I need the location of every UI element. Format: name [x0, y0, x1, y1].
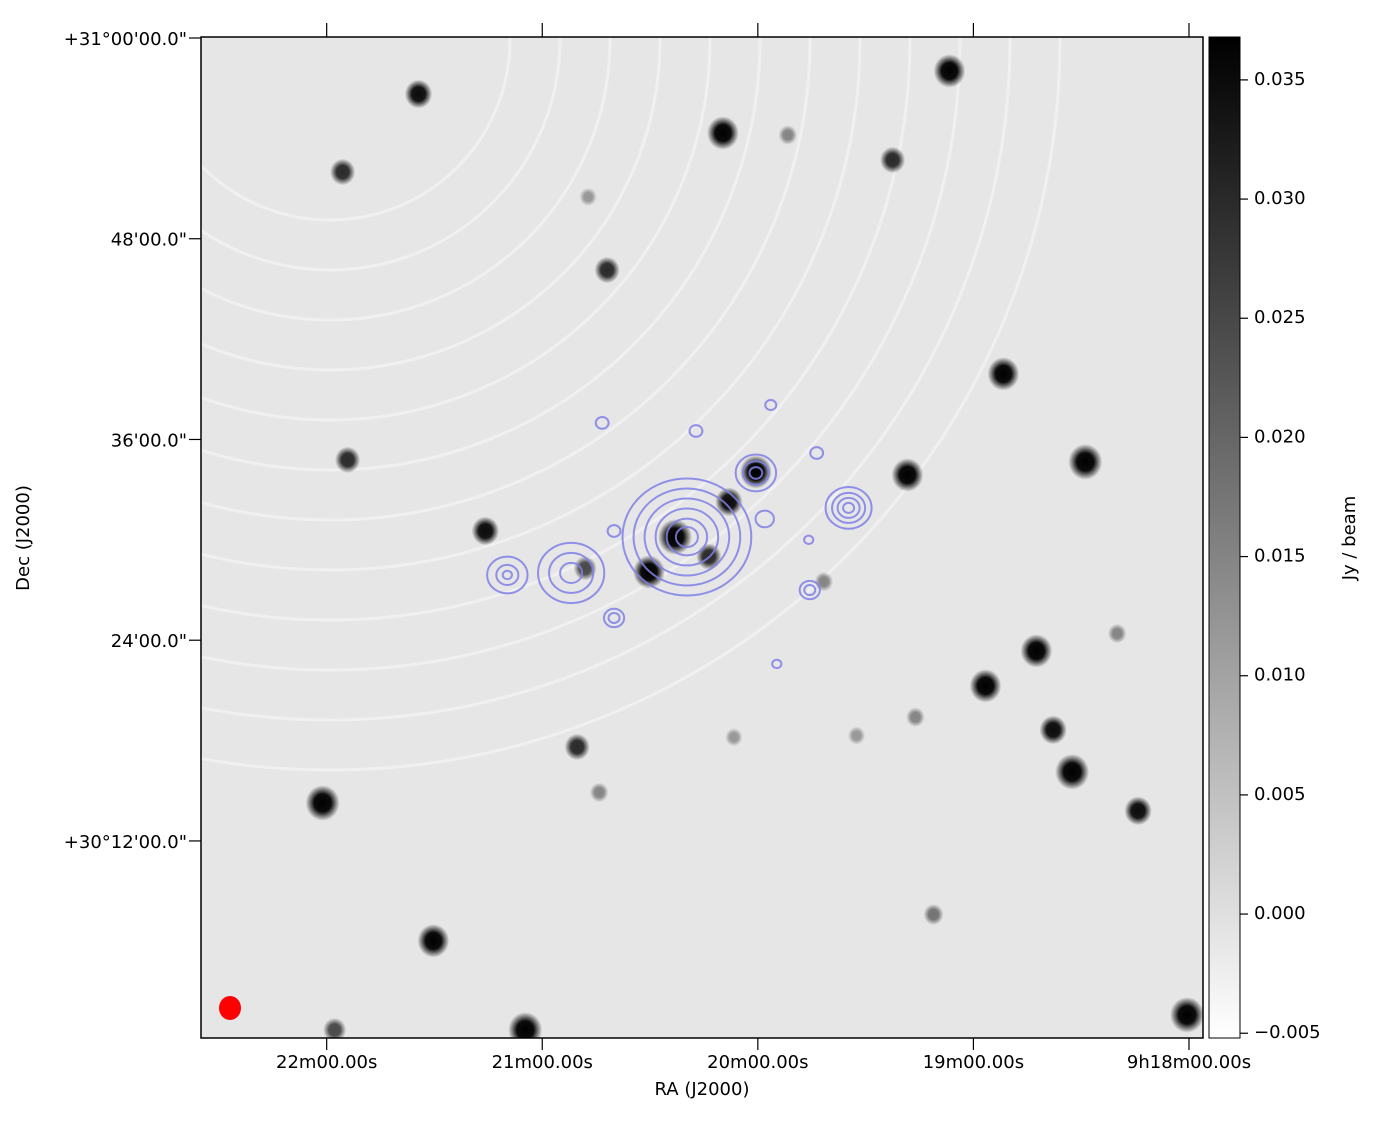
source [707, 116, 739, 150]
contour-ring [748, 466, 764, 480]
contour-ring [621, 477, 753, 597]
colorbar-tick-label: 0.030 [1254, 188, 1306, 209]
source [778, 125, 798, 145]
colorbar-tick-label: 0.025 [1254, 307, 1306, 328]
x-tick-label: 19m00.00s [923, 1052, 1024, 1073]
contour-ring [824, 485, 873, 530]
contour-ring [674, 525, 699, 549]
source [879, 146, 906, 174]
contour-ring [688, 424, 704, 438]
source [334, 446, 361, 474]
source [404, 79, 433, 109]
source [330, 158, 356, 186]
y-axis-label: Dec (J2000) [13, 485, 34, 591]
source [579, 187, 597, 206]
source [969, 669, 1002, 703]
x-axis-label: RA (J2000) [655, 1079, 750, 1100]
beam [219, 996, 241, 1020]
contour-ring [842, 501, 856, 514]
source [1107, 623, 1127, 644]
contour-ring [836, 496, 861, 519]
source [417, 924, 450, 958]
contour-ring [654, 507, 720, 567]
contour-ring [798, 579, 821, 601]
colorbar-label: Jy / beam [1339, 496, 1360, 582]
contour-ring [602, 607, 626, 629]
x-tick-label: 22m00.00s [276, 1052, 377, 1073]
contour-ring [486, 555, 529, 595]
colorbar-tick-label: 0.020 [1254, 426, 1306, 447]
source [923, 904, 944, 926]
contours [486, 398, 873, 670]
source [589, 782, 609, 803]
colorbar-tick-label: 0.000 [1254, 903, 1306, 924]
colorbar-tick-label: 0.010 [1254, 665, 1306, 686]
source [594, 256, 620, 284]
contour-ring [771, 658, 783, 670]
source [1020, 634, 1053, 668]
source [305, 785, 340, 821]
y-tick-label: +31°00'00.0" [64, 29, 187, 50]
contour-ring [764, 398, 778, 412]
x-tick-label: 21m00.00s [492, 1052, 593, 1073]
colorbar [1208, 36, 1241, 1039]
source [725, 728, 743, 747]
contour-ring [643, 497, 731, 577]
source [933, 54, 966, 88]
contour-ring [809, 446, 825, 460]
y-tick-label: 24'00.0" [111, 631, 187, 652]
source [323, 1017, 347, 1038]
source [508, 1012, 543, 1038]
source [814, 571, 834, 592]
contour-ring [501, 569, 513, 581]
contour-ring [754, 509, 775, 529]
contour-ring [734, 453, 778, 493]
colorbar-tick-label: 0.005 [1254, 784, 1306, 805]
contour-ring [607, 611, 621, 624]
contour-ring [803, 534, 815, 546]
source [1068, 444, 1103, 480]
source [471, 516, 500, 546]
source [1039, 715, 1067, 745]
image-background [201, 37, 1203, 1038]
ripple-pattern [201, 37, 1062, 772]
contour-ring [632, 487, 742, 587]
source [906, 707, 925, 727]
contour-ring [606, 524, 622, 538]
source [847, 726, 866, 745]
source [1055, 754, 1090, 790]
y-tick-label: +30°12'00.0" [64, 832, 187, 853]
colorbar-tick-label: 0.035 [1254, 69, 1306, 90]
x-tick-label: 9h18m00.00s [1127, 1052, 1251, 1073]
contour-ring [665, 517, 709, 557]
colorbar-tick-label: −0.005 [1254, 1022, 1321, 1043]
contour-ring [831, 491, 867, 524]
contour-ring [537, 541, 606, 605]
x-tick-label: 20m00.00s [707, 1052, 808, 1073]
y-tick-label: 48'00.0" [111, 230, 187, 251]
y-tick-label: 36'00.0" [111, 430, 187, 451]
source [987, 357, 1020, 391]
source [564, 733, 590, 761]
source [1124, 796, 1152, 826]
source [891, 458, 924, 492]
source [1170, 997, 1203, 1033]
colorbar-tick-label: 0.015 [1254, 546, 1306, 567]
source [715, 487, 743, 517]
contour-ring [495, 563, 520, 587]
frame [200, 36, 1204, 1039]
contour-ring [803, 584, 817, 597]
contour-ring [548, 551, 595, 595]
contour-ring [742, 460, 770, 486]
contour-ring [594, 416, 610, 430]
contour-ring [559, 561, 584, 585]
